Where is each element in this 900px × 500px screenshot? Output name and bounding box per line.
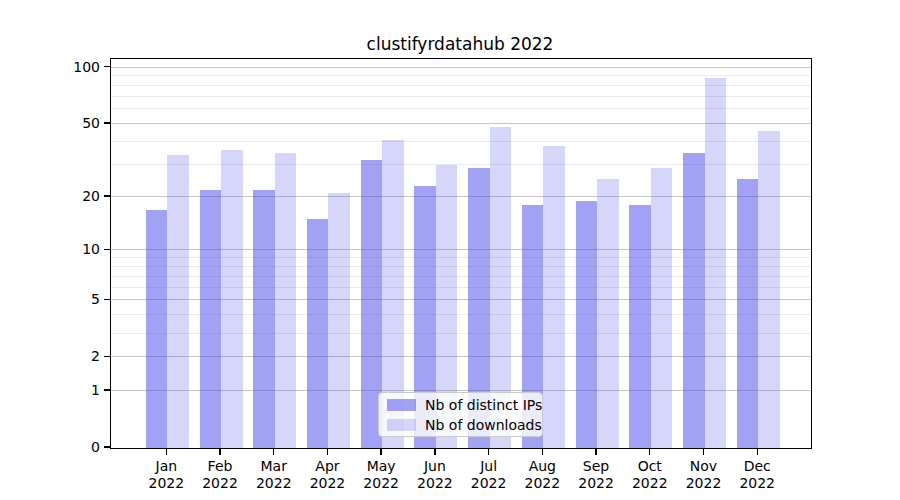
x-tick-mark <box>434 449 435 455</box>
bar-distinct-ips <box>629 205 651 448</box>
x-tick-mark <box>703 449 704 455</box>
x-tick-mark <box>166 449 167 455</box>
y-tick-label: 1 <box>0 383 100 397</box>
y-tick-label: 10 <box>0 242 100 256</box>
x-tick-label: Nov2022 <box>674 458 734 492</box>
x-tick-mark <box>380 449 381 455</box>
y-tick-label: 2 <box>0 349 100 363</box>
x-tick-label: Sep2022 <box>566 458 626 492</box>
bar-downloads <box>543 146 565 448</box>
x-tick-mark <box>327 449 328 455</box>
bar-distinct-ips <box>307 219 329 448</box>
legend-item-distinct-ips: Nb of distinct IPs <box>387 397 534 413</box>
y-tick-mark <box>104 195 110 196</box>
bar-distinct-ips <box>576 201 598 448</box>
bar-downloads <box>167 155 189 448</box>
x-tick-mark <box>649 449 650 455</box>
y-tick-mark <box>104 299 110 300</box>
x-tick-mark <box>273 449 274 455</box>
x-tick-label: Jun2022 <box>405 458 465 492</box>
y-tick-mark <box>104 356 110 357</box>
y-tick-mark <box>104 122 110 123</box>
bar-distinct-ips <box>146 210 168 448</box>
x-tick-mark <box>595 449 596 455</box>
bar-downloads <box>221 150 243 448</box>
legend: Nb of distinct IPs Nb of downloads <box>378 392 543 437</box>
bar-distinct-ips <box>253 190 275 448</box>
x-tick-label: May2022 <box>351 458 411 492</box>
y-tick-label: 50 <box>0 116 100 130</box>
bar-downloads <box>328 193 350 448</box>
x-tick-mark <box>542 449 543 455</box>
legend-label-distinct-ips: Nb of distinct IPs <box>425 397 542 413</box>
legend-label-downloads: Nb of downloads <box>425 417 542 433</box>
bar-distinct-ips <box>683 153 705 448</box>
y-tick-mark <box>104 446 110 447</box>
legend-swatch-distinct-ips <box>387 399 416 411</box>
bar-downloads <box>597 179 619 448</box>
y-tick-label: 100 <box>0 60 100 74</box>
bar-downloads <box>705 78 727 448</box>
y-tick-label: 20 <box>0 189 100 203</box>
x-tick-label: Feb2022 <box>190 458 250 492</box>
y-tick-label: 0 <box>0 440 100 454</box>
x-tick-label: Mar2022 <box>244 458 304 492</box>
bar-downloads <box>758 131 780 448</box>
x-tick-mark <box>488 449 489 455</box>
x-tick-label: Dec2022 <box>727 458 787 492</box>
chart-title: clustifyrdatahub 2022 <box>110 34 810 54</box>
x-tick-label: Jul2022 <box>459 458 519 492</box>
bar-distinct-ips <box>200 190 222 448</box>
bar-downloads <box>651 168 673 448</box>
x-tick-label: Aug2022 <box>512 458 572 492</box>
x-tick-label: Oct2022 <box>620 458 680 492</box>
plot-area: Nb of distinct IPs Nb of downloads <box>110 58 812 449</box>
y-tick-mark <box>104 66 110 67</box>
bar-distinct-ips <box>737 179 759 448</box>
bar-downloads <box>275 153 297 448</box>
legend-swatch-downloads <box>387 419 416 431</box>
y-tick-label: 5 <box>0 292 100 306</box>
bars <box>111 59 811 448</box>
x-tick-mark <box>219 449 220 455</box>
y-tick-mark <box>104 389 110 390</box>
legend-item-downloads: Nb of downloads <box>387 417 534 433</box>
x-tick-label: Jan2022 <box>136 458 196 492</box>
x-tick-mark <box>757 449 758 455</box>
figure: clustifyrdatahub 2022 Nb of distinct IPs… <box>0 0 900 500</box>
y-tick-mark <box>104 249 110 250</box>
x-tick-label: Apr2022 <box>297 458 357 492</box>
